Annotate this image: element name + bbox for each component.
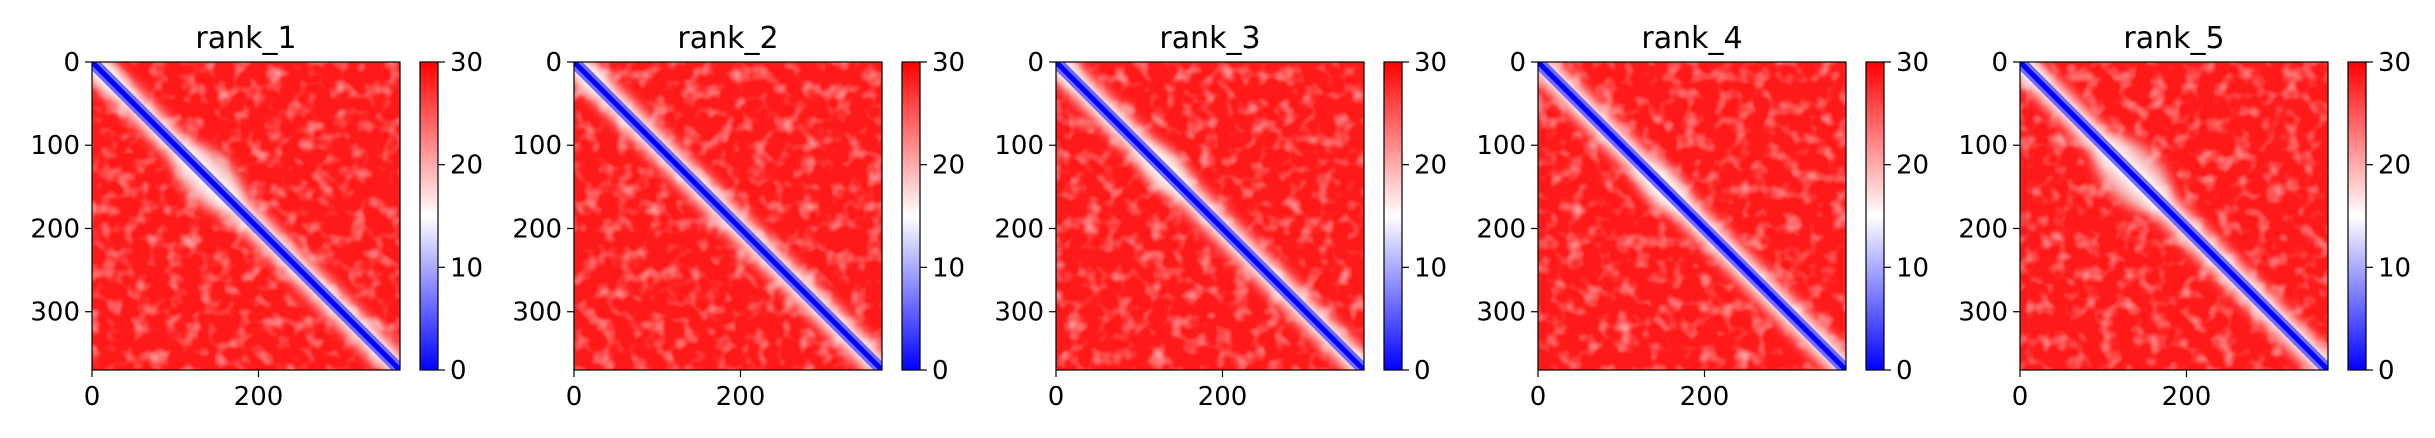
axes-frame [573, 61, 883, 371]
y-tick-label: 300 [1476, 298, 1526, 328]
axes-frame [91, 61, 401, 371]
heatmap-image [92, 62, 400, 370]
heatmap-panel-5: rank_5 0 100 200 300 0 200 0 10 20 30 [1958, 21, 2411, 412]
panel-title: rank_4 [1641, 21, 1742, 56]
colorbar-tick-label: 30 [450, 48, 483, 78]
heatmap-image [1538, 62, 1846, 370]
y-tick-label: 200 [1476, 214, 1526, 244]
y-tick-label: 300 [512, 298, 562, 328]
x-tick-label: 0 [566, 382, 583, 412]
x-tick-label: 0 [1048, 382, 1065, 412]
diagonal-core [92, 62, 400, 370]
colorbar-gradient [1383, 61, 1403, 371]
x-tick-label: 0 [1530, 382, 1547, 412]
colorbar-tick-label: 10 [932, 253, 965, 283]
diagonal-core [574, 62, 882, 370]
colorbar-tick-label: 30 [932, 48, 965, 78]
colorbar-tick-label: 20 [1414, 151, 1447, 181]
colorbar-tick-label: 10 [2378, 253, 2411, 283]
colorbar: 0 10 20 30 [1383, 48, 1447, 386]
y-tick-label: 300 [1958, 298, 2008, 328]
x-tick-label: 200 [716, 382, 766, 412]
x-tick-label: 200 [1198, 382, 1248, 412]
y-tick-label: 200 [994, 214, 1044, 244]
colorbar-tick-label: 10 [1414, 253, 1447, 283]
y-tick-label: 0 [1509, 48, 1526, 78]
y-tick-label: 100 [1476, 131, 1526, 161]
colorbar-tick-label: 0 [1414, 356, 1431, 386]
colorbar-tick-label: 30 [1414, 48, 1447, 78]
diagonal-core [1538, 62, 1846, 370]
y-tick-label: 200 [30, 214, 80, 244]
colorbar-tick-label: 20 [932, 151, 965, 181]
diagonal-core [1056, 62, 1364, 370]
heatmap-panel-3: rank_3 0 100 200 300 0 200 0 10 20 30 [994, 21, 1447, 412]
colorbar-tick-label: 0 [450, 356, 467, 386]
colorbar-gradient [419, 61, 439, 371]
panel-title: rank_1 [195, 21, 296, 56]
axes-frame [2019, 61, 2329, 371]
colorbar-tick-label: 20 [2378, 151, 2411, 181]
axes-frame [1055, 61, 1365, 371]
y-tick-label: 200 [1958, 214, 2008, 244]
y-tick-label: 100 [512, 131, 562, 161]
colorbar: 0 10 20 30 [2347, 48, 2411, 386]
y-tick-label: 100 [30, 131, 80, 161]
panel-title: rank_5 [2123, 21, 2224, 56]
heatmap-image [1056, 62, 1364, 370]
colorbar-gradient [2347, 61, 2367, 371]
colorbar-tick-label: 10 [1896, 253, 1929, 283]
panel-title: rank_2 [677, 21, 778, 56]
heatmap-image [574, 62, 882, 370]
x-tick-label: 0 [84, 382, 101, 412]
colorbar-tick-label: 10 [450, 253, 483, 283]
colorbar: 0 10 20 30 [1865, 48, 1929, 386]
diagonal-core [2020, 62, 2328, 370]
heatmap-image [2020, 62, 2328, 370]
heatmap-panel-2: rank_2 0 100 200 300 0 200 0 10 20 30 [512, 21, 965, 412]
colorbar: 0 10 20 30 [901, 48, 965, 386]
colorbar-gradient [901, 61, 921, 371]
y-tick-label: 0 [545, 48, 562, 78]
heatmap-panel-4: rank_4 0 100 200 300 0 200 0 10 20 30 [1476, 21, 1929, 412]
colorbar-gradient [1865, 61, 1885, 371]
x-tick-label: 200 [234, 382, 284, 412]
x-tick-label: 200 [1680, 382, 1730, 412]
x-tick-label: 0 [2012, 382, 2029, 412]
heatmap-panel-1: rank_1 0 100 200 300 0 200 0 10 20 30 [30, 21, 483, 412]
colorbar: 0 10 20 30 [419, 48, 483, 386]
colorbar-tick-label: 0 [2378, 356, 2395, 386]
colorbar-tick-label: 20 [450, 151, 483, 181]
colorbar-tick-label: 30 [1896, 48, 1929, 78]
colorbar-tick-label: 0 [1896, 356, 1913, 386]
y-tick-label: 0 [1991, 48, 2008, 78]
y-tick-label: 200 [512, 214, 562, 244]
x-tick-label: 200 [2162, 382, 2212, 412]
y-tick-label: 100 [1958, 131, 2008, 161]
colorbar-tick-label: 30 [2378, 48, 2411, 78]
y-tick-label: 300 [30, 298, 80, 328]
panel-title: rank_3 [1159, 21, 1260, 56]
y-tick-label: 0 [63, 48, 80, 78]
axes-frame [1537, 61, 1847, 371]
y-tick-label: 0 [1027, 48, 1044, 78]
y-tick-label: 300 [994, 298, 1044, 328]
colorbar-tick-label: 0 [932, 356, 949, 386]
y-tick-label: 100 [994, 131, 1044, 161]
colorbar-tick-label: 20 [1896, 151, 1929, 181]
